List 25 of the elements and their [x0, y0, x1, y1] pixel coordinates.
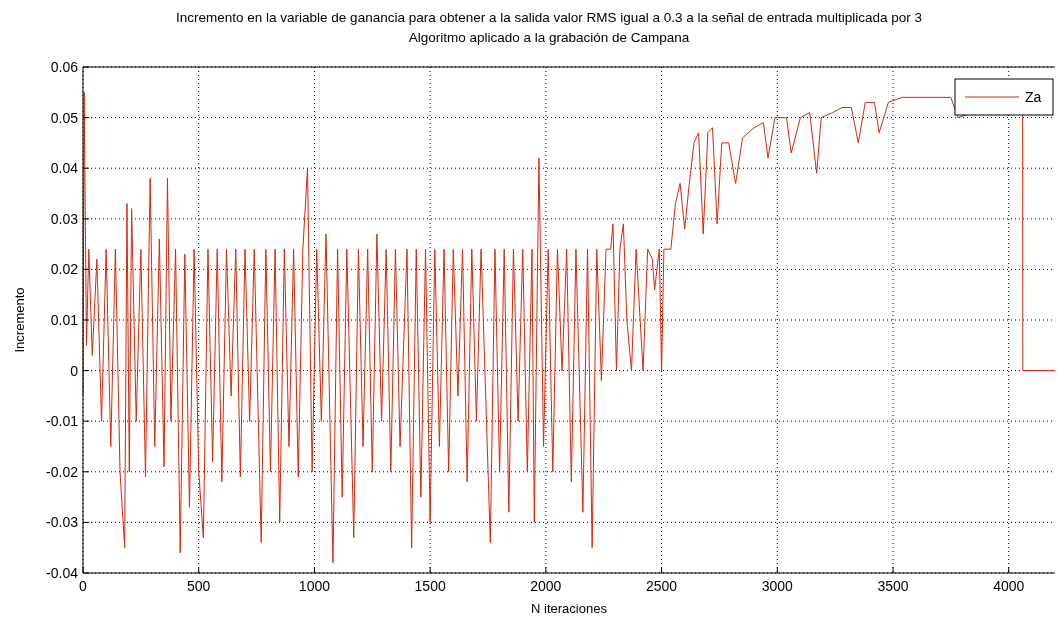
x-tick-label: 3500	[877, 578, 909, 594]
x-tick-label: 4000	[993, 578, 1025, 594]
y-tick-label: 0	[70, 362, 79, 379]
y-axis-title: Incremento	[12, 287, 27, 353]
x-tick-label: 1000	[298, 578, 331, 594]
y-tick-label: 0.03	[50, 210, 79, 227]
line-series	[82, 91, 1056, 564]
x-tick-label: 2000	[530, 578, 562, 594]
y-tick-label: -0.03	[46, 514, 79, 531]
x-axis-title: N iteraciones	[531, 601, 608, 616]
legend-label: Za	[1025, 89, 1042, 105]
y-tick-label: 0.06	[50, 59, 79, 75]
y-tick-label: 0.05	[50, 109, 79, 126]
x-tick-label: 3000	[761, 578, 794, 594]
y-tick-label: -0.01	[46, 413, 79, 430]
y-tick-label: 0.01	[50, 312, 79, 328]
y-tick-label: 0.02	[50, 261, 79, 278]
y-tick-label: -0.04	[46, 565, 79, 581]
chart-title: Incremento en la variable de ganancia para obtener a la salida valor RMS igual a 0.3 a la señal de entrada multiplicada por 3	[176, 10, 922, 25]
x-tick-label: 500	[187, 578, 211, 594]
x-tick-label: 1500	[414, 578, 446, 594]
x-tick-label: 2500	[645, 578, 678, 594]
chart-subtitle: Algoritmo aplicado a la grabación de Campana	[408, 30, 690, 45]
y-tick-label: 0.04	[50, 160, 79, 177]
y-tick-label: -0.02	[46, 463, 79, 480]
